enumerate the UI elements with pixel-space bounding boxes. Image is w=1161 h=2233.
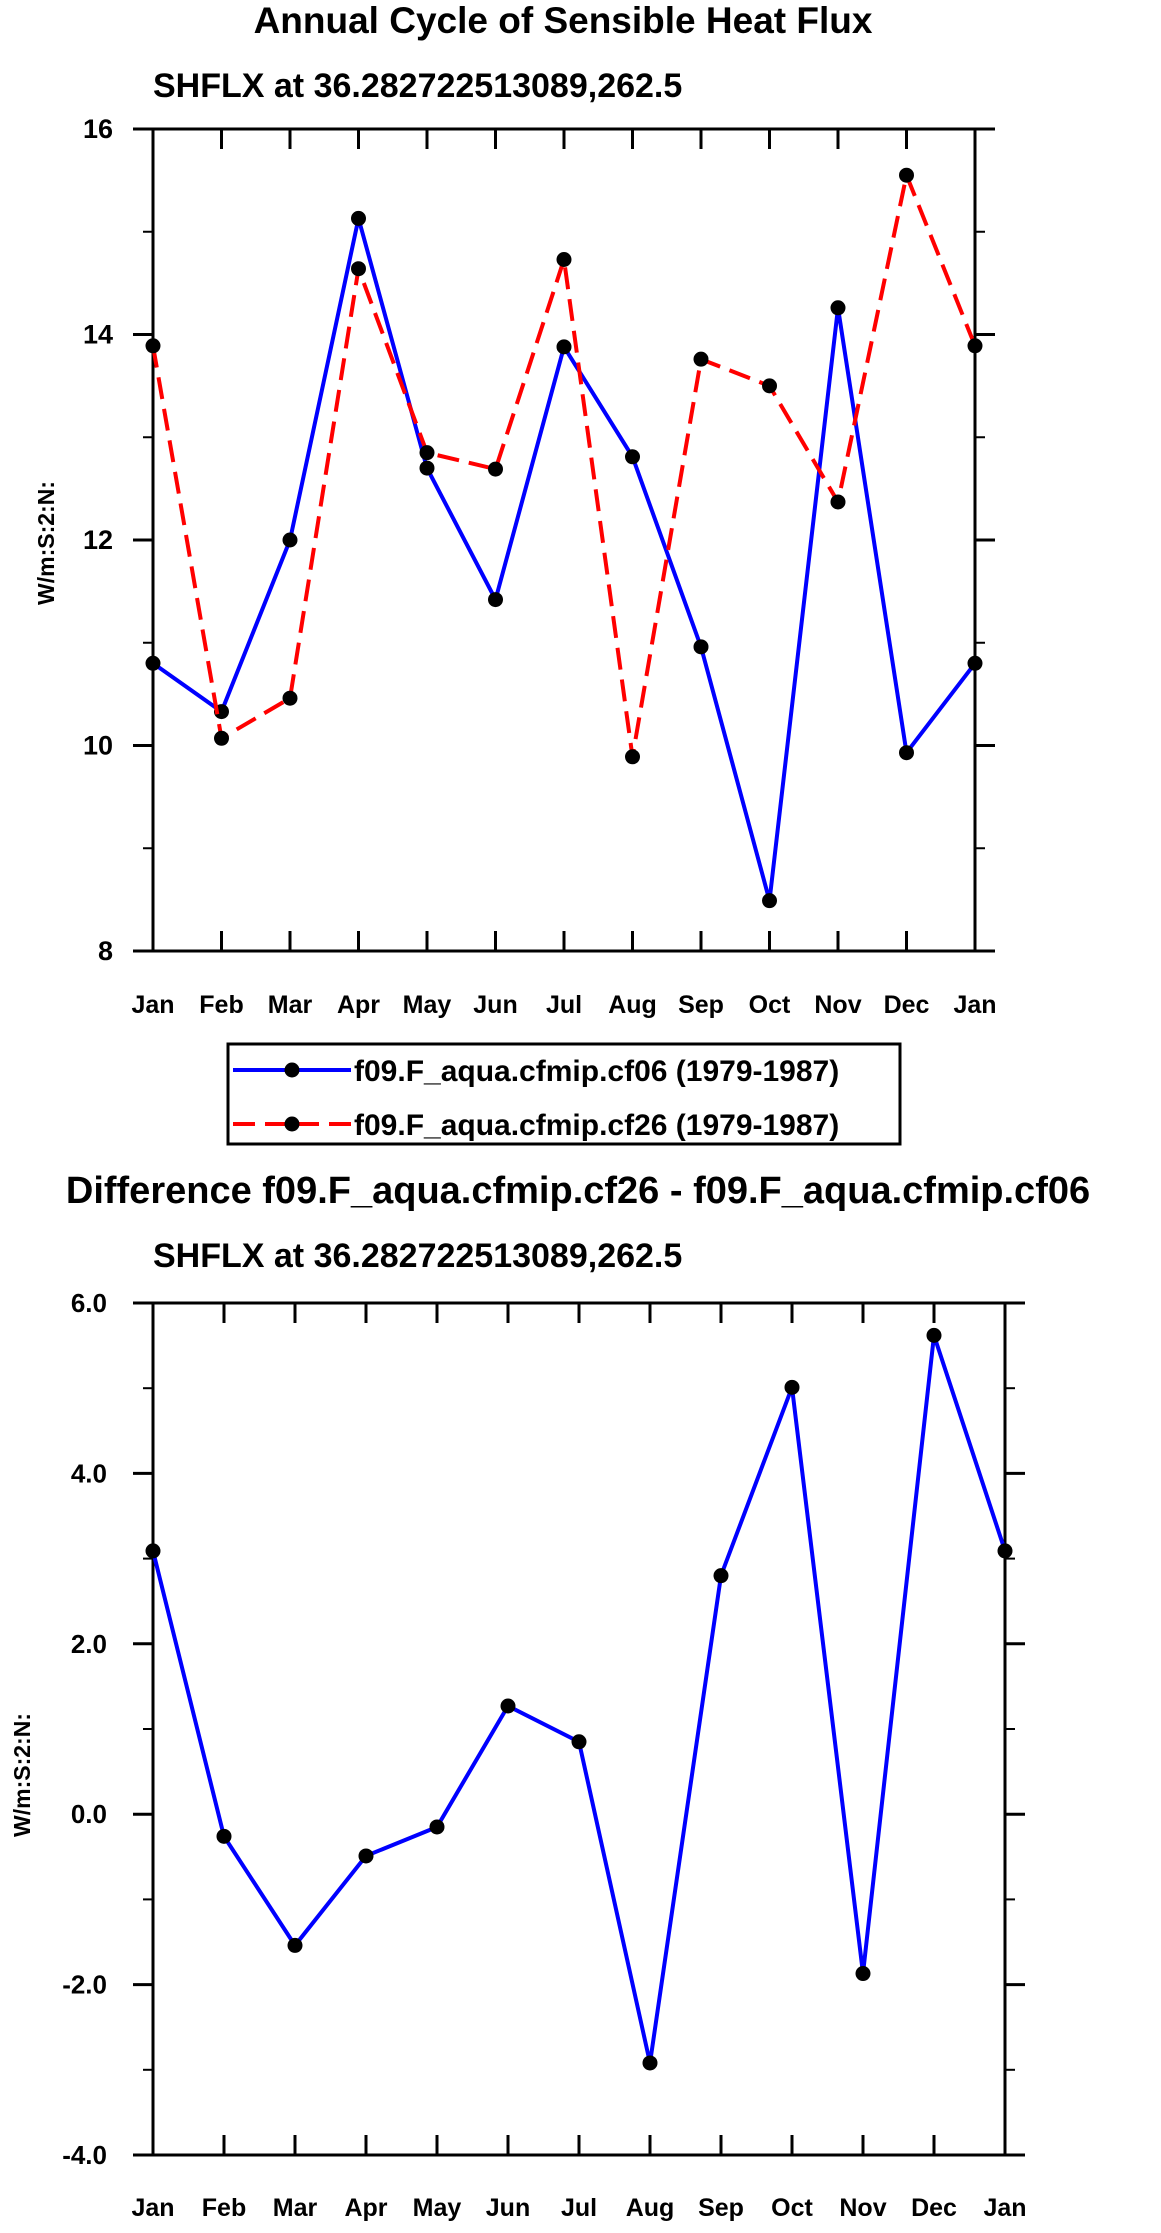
x-tick-label: Aug [626, 2194, 675, 2222]
data-point [419, 460, 435, 476]
x-tick-label: Dec [884, 991, 930, 1019]
data-point [145, 338, 161, 354]
data-point [500, 1698, 516, 1714]
data-point [642, 2055, 658, 2071]
x-tick-label: Jan [131, 991, 174, 1019]
data-point [625, 449, 640, 465]
bottom-chart-subtitle: SHFLX at 36.282722513089,262.5 [153, 1237, 682, 1275]
bottom-chart-title: Difference f09.F_aqua.cfmip.cf26 - f09.F… [66, 1170, 1090, 1212]
y-tick-label: 12 [83, 525, 113, 555]
data-point [571, 1734, 587, 1750]
x-tick-label: Feb [199, 991, 243, 1019]
data-point [351, 210, 366, 226]
bottom-chart-ylabel: W/m:S:2:N: [9, 1713, 35, 1837]
y-tick-label: 6.0 [71, 1288, 107, 1318]
data-point [351, 261, 366, 277]
legend: f09.F_aqua.cfmip.cf06 (1979-1987) f09.F_… [226, 1042, 902, 1146]
series-line-1 [151, 217, 977, 902]
legend-box [226, 1042, 902, 1146]
x-tick-label: Jun [486, 2194, 530, 2222]
y-tick-label: -2.0 [62, 1970, 107, 2000]
data-point [899, 167, 914, 183]
data-point [429, 1819, 445, 1835]
data-point [830, 300, 846, 316]
top-chart-subtitle: SHFLX at 36.282722513089,262.5 [153, 67, 682, 105]
data-point [419, 445, 435, 461]
data-point [899, 745, 914, 761]
x-tick-label: Nov [814, 991, 861, 1019]
data-point [997, 1543, 1013, 1559]
data-point [556, 339, 572, 355]
data-point [287, 1937, 303, 1953]
y-tick-label: -4.0 [62, 2140, 107, 2170]
data-point [967, 338, 983, 354]
x-tick-label: Jun [473, 991, 517, 1019]
data-point [830, 494, 846, 510]
y-tick-label: 2.0 [71, 1629, 107, 1659]
x-tick-label: May [413, 2194, 462, 2222]
data-point [145, 655, 161, 671]
data-point [855, 1966, 871, 1982]
data-point [556, 251, 572, 267]
main-title: Annual Cycle of Sensible Heat Flux [254, 0, 873, 41]
legend-swatch-marker-1 [284, 1062, 300, 1078]
data-point [216, 1828, 232, 1844]
x-tick-label: Dec [911, 2194, 957, 2222]
data-point [967, 655, 983, 671]
x-tick-label: Apr [337, 991, 380, 1019]
x-tick-label: Sep [698, 2194, 744, 2222]
data-point [488, 461, 503, 477]
x-tick-label: Jan [953, 991, 996, 1019]
data-point [693, 351, 709, 367]
data-point [282, 690, 298, 706]
data-point [214, 730, 229, 746]
data-point [145, 1543, 161, 1559]
y-tick-label: 16 [83, 114, 113, 144]
y-tick-label: 10 [83, 731, 113, 761]
series-line-1 [151, 1334, 1007, 2064]
x-tick-label: Apr [344, 2194, 387, 2222]
plot-frame [151, 1301, 1007, 2157]
data-point [358, 1848, 374, 1864]
y-tick-label: 4.0 [71, 1458, 107, 1488]
data-point [762, 893, 777, 909]
x-tick-label: Mar [268, 991, 313, 1019]
top-chart: Jan Feb Mar Apr May Jun Jul Aug Sep Oct Nov Dec Jan 8… [83, 114, 997, 1019]
data-point [762, 378, 777, 394]
y-tick-label: 0.0 [71, 1799, 107, 1829]
data-point [282, 532, 298, 548]
legend-label-2: f09.F_aqua.cfmip.cf26 (1979-1987) [354, 1109, 839, 1142]
x-tick-label: Aug [608, 991, 657, 1019]
y-tick-label: 14 [83, 320, 113, 350]
data-point [625, 749, 640, 765]
x-tick-label: May [403, 991, 452, 1019]
x-tick-label: Oct [749, 991, 791, 1019]
x-tick-label: Feb [202, 2194, 246, 2222]
data-point [926, 1327, 942, 1343]
data-point [784, 1379, 800, 1395]
x-tick-label: Jan [983, 2194, 1026, 2222]
x-tick-label: Mar [273, 2194, 318, 2222]
x-tick-label: Nov [839, 2194, 886, 2222]
x-tick-label: Sep [678, 991, 724, 1019]
x-tick-label: Jul [546, 991, 582, 1019]
legend-swatch-marker-2 [284, 1116, 300, 1132]
data-point [693, 639, 709, 655]
x-tick-label: Jul [561, 2194, 597, 2222]
x-tick-label: Oct [771, 2194, 813, 2222]
top-chart-ylabel: W/m:S:2:N: [33, 481, 59, 605]
y-tick-label: 8 [98, 936, 113, 966]
bottom-chart: Jan Feb Mar Apr May Jun Jul Aug Sep Oct Nov Dec Jan-… [62, 1288, 1026, 2222]
x-tick-label: Jan [131, 2194, 174, 2222]
legend-label-1: f09.F_aqua.cfmip.cf06 (1979-1987) [354, 1055, 839, 1088]
data-point [713, 1568, 729, 1584]
data-point [488, 592, 503, 608]
